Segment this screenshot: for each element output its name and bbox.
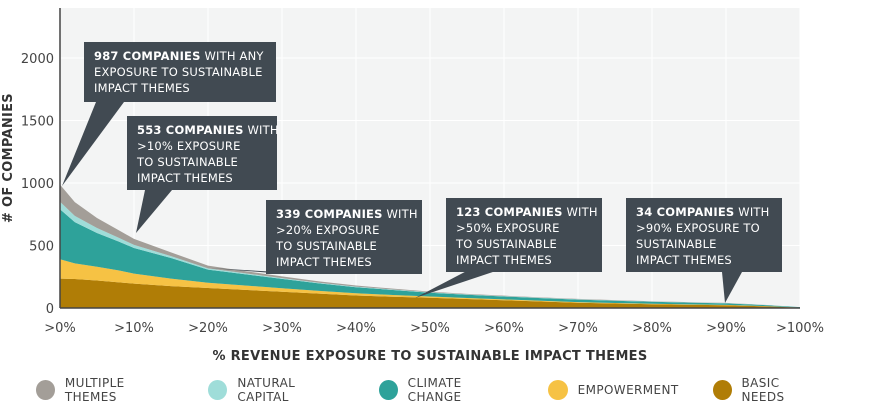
legend-label: CLIMATE CHANGE [407,376,462,404]
legend-item-empowerment: EMPOWERMENT [547,378,679,402]
callout-4: 123 COMPANIES WITH >50% EXPOSURE TO SUSTAI… [415,198,602,298]
legend-label: MULTIPLE THEMES [64,376,125,404]
x-tick-label: >30% [262,321,302,336]
legend-label: NATURAL CAPITAL [237,376,296,404]
callout-line: 987 COMPANIES WITH ANY [94,49,264,63]
callout-pointer [722,272,742,303]
callout-line: 34 COMPANIES WITH [636,205,769,219]
callout-line: EXPOSURE TO SUSTAINABLE [94,65,263,79]
callout-pointer [136,190,172,233]
x-tick-label: >50% [410,321,450,336]
callout-line: IMPACT THEMES [137,171,233,185]
callout-1: 987 COMPANIES WITH ANY EXPOSURE TO SUSTAI… [62,42,276,186]
callout-box [266,200,422,274]
tick-labels: 0 500 1000 1500 2000 >0% >10% >20% >30% >40% >50% >… [21,52,824,336]
callout-pointer [415,272,493,298]
callout-line: >20% EXPOSURE [276,223,380,237]
legend-swatch [547,380,568,400]
x-tick-label: >20% [188,321,228,336]
callout-box [84,42,276,102]
callout-line: 553 COMPANIES WITH [137,123,279,137]
legend-item-natural-capital: NATURAL CAPITAL [208,376,344,404]
x-tick-label: >80% [632,321,672,336]
y-axis-title: # OF COMPANIES [1,93,16,223]
y-tick-label: 1000 [21,177,54,192]
callout-line: >10% EXPOSURE [137,139,241,153]
callout-line: IMPACT THEMES [636,253,732,267]
callout-line: IMPACT THEMES [94,81,190,95]
legend-swatch [378,380,398,400]
callout-box [446,198,602,272]
callout-line: 339 COMPANIES WITH [276,207,418,221]
area-series [60,184,800,308]
y-tick-label: 0 [46,302,54,317]
y-tick-label: 1500 [21,115,54,130]
callout-line: SUSTAINABLE [636,237,717,251]
legend-item-climate-change: CLIMATE CHANGE [378,376,514,404]
legend-swatch [712,380,732,400]
callout-line: TO SUSTAINABLE [455,237,557,251]
x-tick-label: >40% [336,321,376,336]
callouts: 987 COMPANIES WITH ANY EXPOSURE TO SUSTAI… [62,42,782,303]
legend: MULTIPLE THEMES NATURAL CAPITAL CLIMATE CH… [36,376,856,404]
x-tick-label: >0% [44,321,76,336]
x-tick-label: >60% [484,321,524,336]
callout-line: 123 COMPANIES WITH [456,205,598,219]
legend-item-multiple-themes: MULTIPLE THEMES [36,376,174,404]
x-tick-label: >70% [558,321,598,336]
area-empowerment [60,259,800,308]
callout-line: TO SUSTAINABLE [136,155,238,169]
y-tick-label: 2000 [21,52,54,67]
legend-label: BASIC NEEDS [741,376,785,404]
legend-label: EMPOWERMENT [577,383,679,397]
callout-5: 34 COMPANIES WITH >90% EXPOSURE TO SUSTAIN… [626,198,782,303]
legend-item-basic-needs: BASIC NEEDS [712,376,822,404]
x-axis-title: % REVENUE EXPOSURE TO SUSTAINABLE IMPACT… [212,349,647,364]
callout-line: >90% EXPOSURE TO [636,221,760,235]
area-climate-change [60,209,800,308]
legend-swatch [208,380,228,400]
callout-3: 339 COMPANIES WITH >20% EXPOSURE TO SUSTAI… [210,200,422,274]
callout-line: >50% EXPOSURE [456,221,560,235]
x-tick-label: >90% [706,321,746,336]
callout-box [127,116,277,190]
callout-2: 553 COMPANIES WITH >10% EXPOSURE TO SUSTAI… [127,116,279,233]
callout-line: IMPACT THEMES [456,253,552,267]
x-tick-label: >10% [114,321,154,336]
y-tick-label: 500 [29,240,54,255]
callout-pointer [62,102,124,186]
area-basic-needs [60,278,800,308]
axes [59,8,800,309]
callout-line: IMPACT THEMES [276,255,372,269]
callout-line: TO SUSTAINABLE [275,239,377,253]
callout-box [626,198,782,272]
x-tick-label: >100% [776,321,824,336]
legend-swatch [36,380,55,400]
